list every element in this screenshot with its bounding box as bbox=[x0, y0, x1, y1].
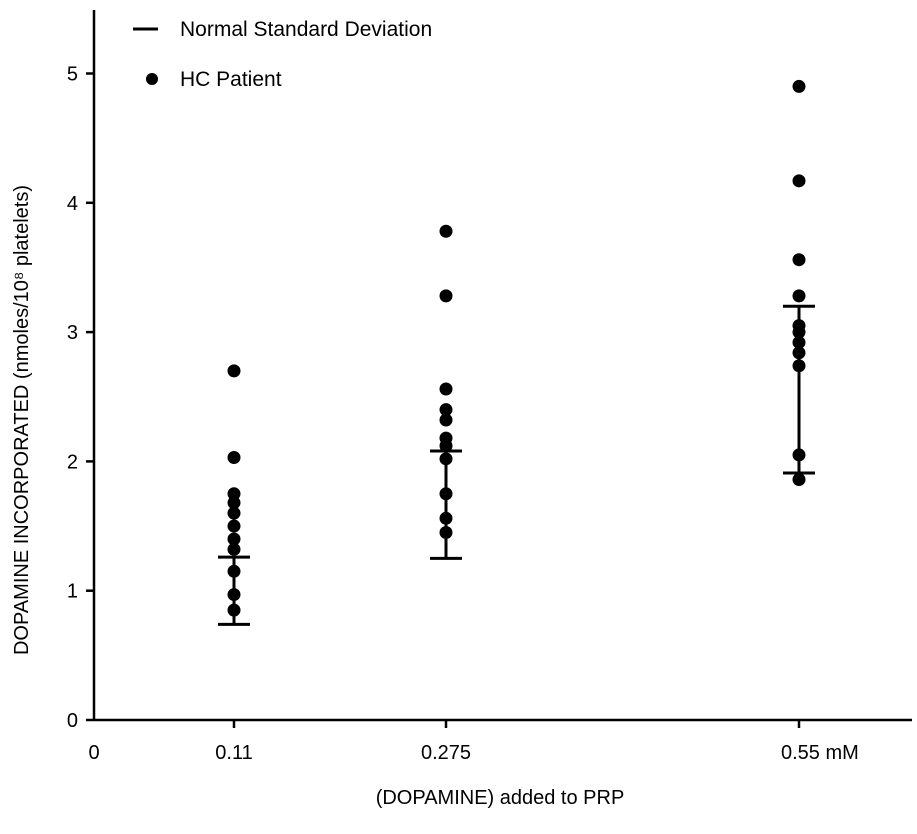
y-ticks: 0 1 2 3 4 5 bbox=[67, 64, 94, 732]
x-tick-label: 0.55 mM bbox=[781, 742, 859, 764]
patient-data-point bbox=[439, 526, 453, 540]
legend-dot-icon bbox=[146, 73, 158, 85]
patient-data-point bbox=[439, 382, 453, 396]
y-axis-title: DOPAMINE INCORPORATED (nmoles/10⁸ platel… bbox=[11, 185, 33, 655]
y-tick-label: 0 bbox=[67, 710, 78, 732]
legend: Normal Standard Deviation HC Patient bbox=[133, 18, 432, 91]
x-tick-label: 0.275 bbox=[421, 742, 471, 764]
x-tick-label: 0.11 bbox=[215, 742, 252, 764]
x-axis-title: (DOPAMINE) added to PRP bbox=[376, 787, 625, 809]
x-ticks: 0 0.11 0.275 0.55 mM bbox=[88, 720, 859, 764]
patient-data-point bbox=[439, 487, 453, 501]
patient-data-point bbox=[439, 511, 453, 525]
patient-data-point bbox=[792, 289, 806, 303]
y-tick-label: 1 bbox=[67, 581, 78, 603]
patient-data-point bbox=[792, 359, 806, 373]
patient-data-point bbox=[439, 452, 453, 466]
y-tick-label: 3 bbox=[67, 322, 78, 344]
data-points bbox=[227, 79, 806, 617]
patient-data-point bbox=[792, 448, 806, 462]
patient-data-point bbox=[227, 532, 241, 546]
patient-data-point bbox=[439, 403, 453, 417]
patient-data-point bbox=[227, 519, 241, 533]
patient-data-point bbox=[227, 506, 241, 520]
patient-data-point bbox=[227, 603, 241, 617]
legend-label-patient: HC Patient bbox=[180, 68, 282, 91]
patient-data-point bbox=[227, 542, 241, 556]
patient-data-point bbox=[227, 588, 241, 602]
patient-data-point bbox=[227, 496, 241, 510]
y-tick-label: 4 bbox=[67, 193, 78, 215]
patient-data-point bbox=[227, 364, 241, 378]
patient-data-point bbox=[792, 174, 806, 188]
patient-data-point bbox=[439, 224, 453, 238]
patient-data-point bbox=[227, 564, 241, 578]
patient-data-point bbox=[792, 335, 806, 349]
patient-data-point bbox=[792, 473, 806, 487]
patient-data-point bbox=[792, 346, 806, 360]
patient-data-point bbox=[227, 451, 241, 465]
x-tick-label: 0 bbox=[88, 742, 99, 764]
patient-data-point bbox=[792, 325, 806, 339]
patient-data-point bbox=[792, 253, 806, 267]
y-tick-label: 2 bbox=[67, 451, 78, 473]
patient-data-point bbox=[439, 289, 453, 303]
patient-data-point bbox=[792, 79, 806, 93]
error-bars bbox=[218, 304, 815, 626]
patient-data-point bbox=[227, 487, 241, 501]
y-tick-label: 5 bbox=[67, 64, 78, 86]
legend-label-normal: Normal Standard Deviation bbox=[180, 18, 432, 41]
patient-data-point bbox=[439, 439, 453, 453]
patient-data-point bbox=[439, 413, 453, 427]
